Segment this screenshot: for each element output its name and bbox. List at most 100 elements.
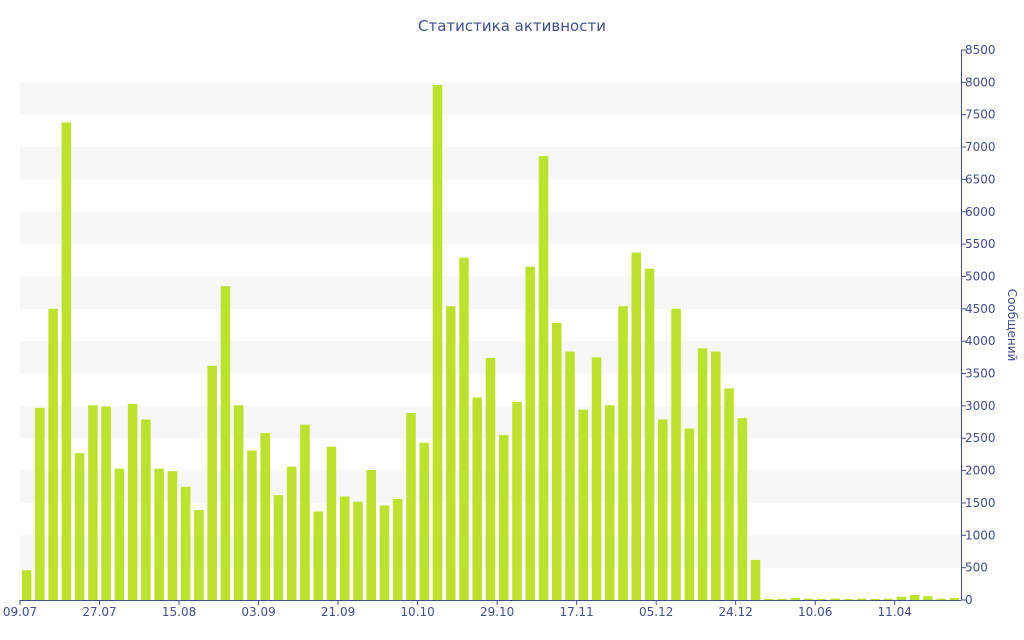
bar <box>870 599 880 600</box>
bar <box>114 468 125 600</box>
y-tick-label: 3000 <box>965 399 996 413</box>
x-tick-label: 03.09 <box>241 605 275 619</box>
bar <box>498 435 509 600</box>
bar <box>512 402 522 600</box>
grid-bands <box>20 82 961 568</box>
y-tick-label: 5000 <box>965 269 996 283</box>
bar <box>923 596 933 600</box>
x-tick-label: 17.11 <box>559 605 593 619</box>
bar <box>141 419 151 600</box>
bar <box>790 598 801 600</box>
bar <box>896 596 907 600</box>
x-tick-label: 27.07 <box>82 605 116 619</box>
bar <box>366 469 376 600</box>
grid-band <box>20 147 961 180</box>
bar <box>525 266 536 600</box>
bar <box>618 306 628 600</box>
bar <box>180 486 191 600</box>
bar <box>48 308 58 600</box>
bar <box>565 351 575 600</box>
x-tick-label: 29.10 <box>480 605 514 619</box>
bar <box>61 122 72 601</box>
bar <box>207 365 217 600</box>
bar <box>273 495 284 600</box>
y-tick-label: 6000 <box>965 205 996 219</box>
y-tick-label: 7500 <box>965 108 996 122</box>
y-tick-label: 3500 <box>965 367 996 381</box>
bar <box>445 306 456 600</box>
y-tick-label: 7000 <box>965 140 996 154</box>
x-tick-label: 11.04 <box>878 605 912 619</box>
y-tick-label: 4000 <box>965 334 996 348</box>
bar <box>392 499 403 600</box>
bar <box>817 599 827 600</box>
bar <box>220 286 231 600</box>
chart-title: Статистика активности <box>418 17 606 35</box>
grid-band <box>20 211 961 245</box>
bar <box>353 501 363 600</box>
bar <box>472 397 483 600</box>
bar <box>764 599 774 600</box>
bar <box>300 424 310 600</box>
x-tick-label: 10.10 <box>400 605 434 619</box>
bar <box>936 598 946 600</box>
bar <box>658 419 668 600</box>
bar <box>419 442 430 600</box>
bar <box>605 405 615 600</box>
bar <box>856 598 867 600</box>
x-tick-label: 05.12 <box>639 605 673 619</box>
bar <box>233 405 244 600</box>
bar <box>485 358 496 600</box>
bar <box>339 496 350 600</box>
bar <box>167 471 178 600</box>
bar-series <box>21 84 960 601</box>
x-tick-label: 15.08 <box>162 605 196 619</box>
y-tick-label: 1500 <box>965 496 996 510</box>
bar <box>777 599 787 600</box>
bar <box>724 388 734 600</box>
bar <box>432 84 443 601</box>
bar <box>101 406 111 600</box>
bar <box>154 468 164 600</box>
x-tick-label: 10.06 <box>798 605 832 619</box>
bar <box>313 511 323 600</box>
bar <box>74 453 85 600</box>
bar <box>843 599 854 600</box>
bar <box>21 570 32 600</box>
y-tick-label: 500 <box>965 561 988 575</box>
bar <box>286 466 297 600</box>
y-tick-label: 2500 <box>965 431 996 445</box>
bar <box>644 268 655 600</box>
bar <box>697 348 708 600</box>
bar <box>247 450 257 600</box>
y-tick-label: 2000 <box>965 464 996 478</box>
x-axis: 09.07 27.07 15.08 03.09 21.09 10.10 29.10 17.11… <box>3 600 961 619</box>
bar <box>260 433 270 600</box>
bar <box>750 559 761 600</box>
grid-band <box>20 82 961 115</box>
bar <box>194 510 204 600</box>
bar <box>88 405 98 600</box>
x-tick-label: 21.09 <box>321 605 355 619</box>
bar <box>578 409 589 600</box>
y-tick-label: 6500 <box>965 172 996 186</box>
y-axis-title: Сообщений <box>1005 289 1019 362</box>
bar <box>631 252 642 600</box>
y-tick-label: 5500 <box>965 237 996 251</box>
y-tick-label: 4500 <box>965 302 996 316</box>
bar <box>949 598 960 600</box>
bar <box>830 598 840 600</box>
bar <box>909 594 920 600</box>
bar <box>684 428 695 600</box>
y-tick-label: 1000 <box>965 528 996 542</box>
bar <box>711 351 721 600</box>
bar <box>538 156 549 600</box>
x-tick-label: 24.12 <box>719 605 753 619</box>
y-tick-label: 0 <box>965 593 973 607</box>
bar <box>127 403 138 600</box>
bar <box>551 323 562 600</box>
grid-band <box>20 276 961 309</box>
bar <box>591 357 602 600</box>
bar <box>326 446 337 600</box>
